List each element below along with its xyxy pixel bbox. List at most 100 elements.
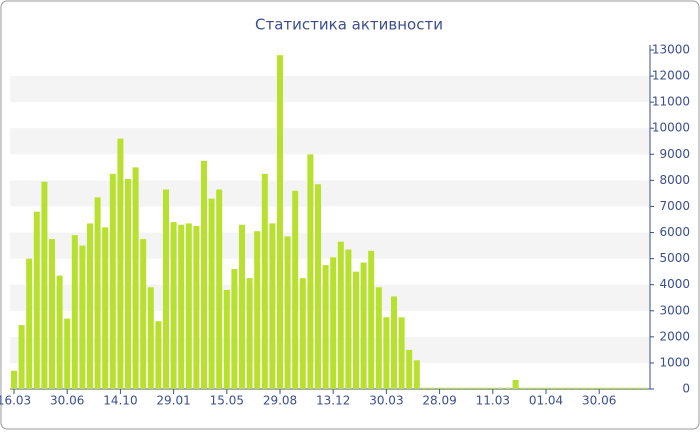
bar xyxy=(125,179,131,389)
bar xyxy=(163,189,169,389)
bar xyxy=(330,257,337,389)
bar xyxy=(527,387,534,389)
bar xyxy=(406,349,413,389)
y-tick-label: 10000 xyxy=(652,121,690,135)
bar xyxy=(558,387,565,389)
grid-band xyxy=(10,336,650,363)
x-tick-label: 30.03 xyxy=(369,394,403,408)
x-tick-label: 11.03 xyxy=(476,394,510,408)
y-tick-label: 6000 xyxy=(659,225,690,239)
bar xyxy=(170,222,177,389)
bar xyxy=(41,181,48,389)
bar xyxy=(216,189,223,389)
bar xyxy=(140,239,147,389)
bar xyxy=(292,190,299,389)
bar xyxy=(269,223,276,389)
y-tick-label: 7000 xyxy=(659,199,690,213)
bar xyxy=(505,387,511,389)
bar xyxy=(109,173,116,389)
x-tick-label: 01.04 xyxy=(529,394,563,408)
bar xyxy=(474,387,481,389)
x-tick-label: 16.03 xyxy=(0,394,31,408)
bar xyxy=(231,269,238,389)
y-tick-label: 13000 xyxy=(652,43,690,57)
grid-band xyxy=(10,232,650,259)
bar xyxy=(611,387,618,389)
bar xyxy=(353,271,359,389)
bar xyxy=(581,387,587,389)
grid-band xyxy=(10,76,650,103)
bar xyxy=(11,370,17,389)
bar xyxy=(398,317,405,389)
bar xyxy=(64,318,71,389)
bar xyxy=(49,239,55,389)
bar xyxy=(459,387,466,389)
y-tick-label: 0 xyxy=(682,382,690,396)
bar xyxy=(596,387,603,389)
bar xyxy=(482,387,489,389)
bar xyxy=(223,289,230,389)
y-tick-label: 2000 xyxy=(659,329,690,343)
bar xyxy=(588,387,595,389)
bar xyxy=(246,278,253,389)
grid-band xyxy=(10,180,650,207)
bar xyxy=(421,387,428,389)
bar xyxy=(132,167,139,389)
x-tick-label: 30.06 xyxy=(582,394,616,408)
bar xyxy=(413,360,420,389)
bar xyxy=(322,265,329,389)
bar xyxy=(535,387,542,389)
bar xyxy=(284,236,291,389)
bar xyxy=(307,154,314,389)
bar xyxy=(193,226,200,389)
bar xyxy=(299,278,306,389)
bar xyxy=(26,258,33,389)
bar xyxy=(565,387,572,389)
x-tick-label: 14.10 xyxy=(103,394,137,408)
bar xyxy=(18,325,25,389)
bar xyxy=(634,387,641,389)
bar xyxy=(87,223,93,389)
x-tick-label: 29.01 xyxy=(156,394,190,408)
x-tick-label: 29.08 xyxy=(263,394,297,408)
bar xyxy=(520,387,527,389)
bar xyxy=(71,235,78,389)
bar xyxy=(277,55,283,389)
bar xyxy=(56,275,63,389)
y-tick-label: 5000 xyxy=(659,251,690,265)
bar xyxy=(383,317,390,389)
bar xyxy=(254,231,261,389)
bar xyxy=(239,224,245,389)
y-tick-label: 8000 xyxy=(659,173,690,187)
y-tick-label: 11000 xyxy=(652,95,690,109)
bar xyxy=(201,160,207,389)
bar xyxy=(550,387,557,389)
y-tick-label: 9000 xyxy=(659,147,690,161)
bar xyxy=(603,387,610,389)
bar xyxy=(33,211,40,389)
y-tick-label: 3000 xyxy=(659,303,690,317)
bar xyxy=(208,198,215,389)
bar xyxy=(429,387,435,389)
bar xyxy=(185,223,192,389)
bar xyxy=(178,224,185,389)
bar xyxy=(573,387,580,389)
bar xyxy=(497,387,504,389)
bar xyxy=(368,250,375,389)
y-tick-label: 4000 xyxy=(659,277,690,291)
bar xyxy=(375,287,382,389)
bar xyxy=(641,387,648,389)
grid-band xyxy=(10,284,650,311)
bar xyxy=(117,138,124,389)
x-tick-label: 30.06 xyxy=(50,394,84,408)
bar xyxy=(155,321,162,389)
bar xyxy=(360,262,367,389)
bar xyxy=(345,249,352,389)
bar xyxy=(315,184,321,389)
grid-band xyxy=(10,128,650,155)
chart-title: Статистика активности xyxy=(255,16,443,34)
y-tick-label: 1000 xyxy=(659,355,690,369)
bar xyxy=(94,197,101,389)
x-tick-label: 15.05 xyxy=(210,394,244,408)
